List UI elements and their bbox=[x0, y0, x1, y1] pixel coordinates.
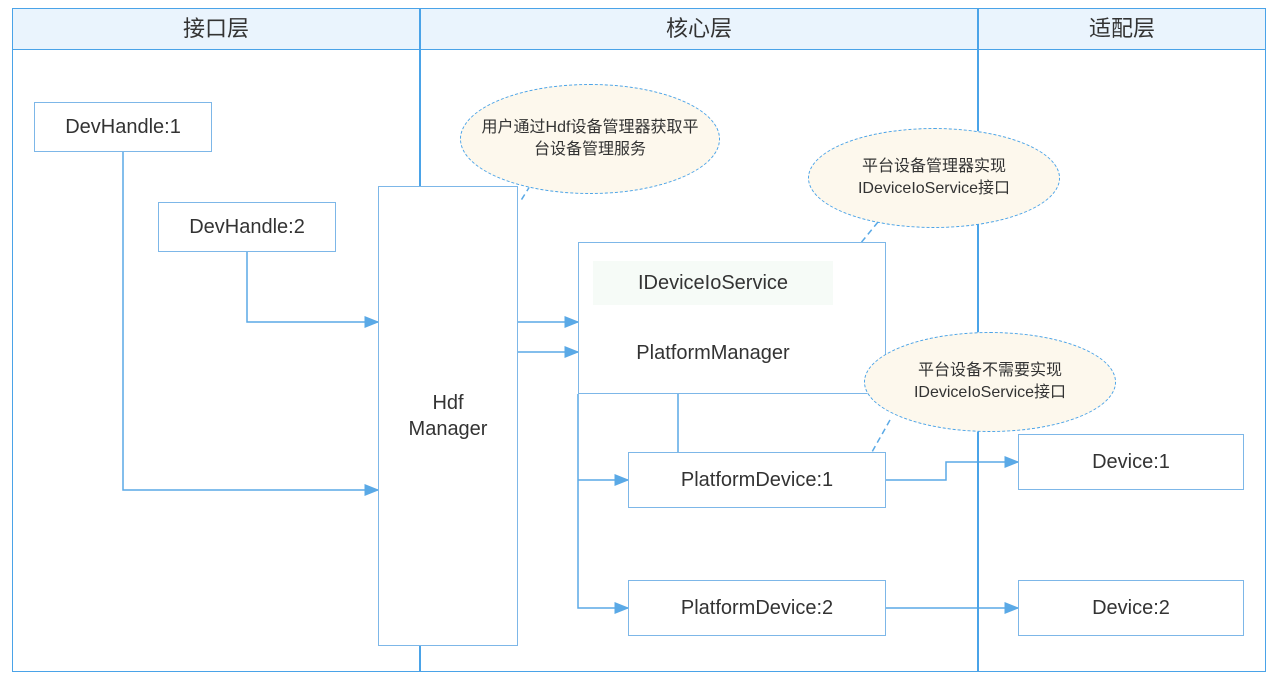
node-platformdevice2: PlatformDevice:2 bbox=[628, 580, 886, 636]
node-label: Device:1 bbox=[1092, 449, 1170, 475]
node-label: Hdf Manager bbox=[409, 390, 488, 442]
node-label: DevHandle:2 bbox=[189, 214, 305, 240]
callout-platform-impl: 平台设备管理器实现IDeviceIoService接口 bbox=[808, 128, 1060, 228]
inner-platformmanager: PlatformManager bbox=[593, 333, 833, 373]
node-platformdevice1: PlatformDevice:1 bbox=[628, 452, 886, 508]
layer-title: 接口层 bbox=[183, 15, 249, 44]
layer-header-core: 核心层 bbox=[420, 8, 978, 50]
node-label: DevHandle:1 bbox=[65, 114, 181, 140]
layer-header-interface: 接口层 bbox=[12, 8, 420, 50]
node-devhandle1: DevHandle:1 bbox=[34, 102, 212, 152]
layer-title: 核心层 bbox=[666, 15, 732, 44]
node-label: PlatformDevice:2 bbox=[681, 595, 833, 621]
node-device2: Device:2 bbox=[1018, 580, 1244, 636]
architecture-diagram: 接口层 核心层 适配层 DevHandle:1 DevHandle:2 Hdf … bbox=[0, 0, 1279, 683]
layer-title: 适配层 bbox=[1089, 15, 1155, 44]
callout-user-hdf: 用户通过Hdf设备管理器获取平台设备管理服务 bbox=[460, 84, 720, 194]
node-label: Device:2 bbox=[1092, 595, 1170, 621]
node-hdfmanager: Hdf Manager bbox=[378, 186, 518, 646]
node-platformmanager: IDeviceIoService PlatformManager bbox=[578, 242, 886, 394]
node-label: PlatformDevice:1 bbox=[681, 467, 833, 493]
callout-platform-noimpl: 平台设备不需要实现IDeviceIoService接口 bbox=[864, 332, 1116, 432]
node-device1: Device:1 bbox=[1018, 434, 1244, 490]
layer-header-adapter: 适配层 bbox=[978, 8, 1266, 50]
inner-ideviceioservice: IDeviceIoService bbox=[593, 261, 833, 305]
node-devhandle2: DevHandle:2 bbox=[158, 202, 336, 252]
